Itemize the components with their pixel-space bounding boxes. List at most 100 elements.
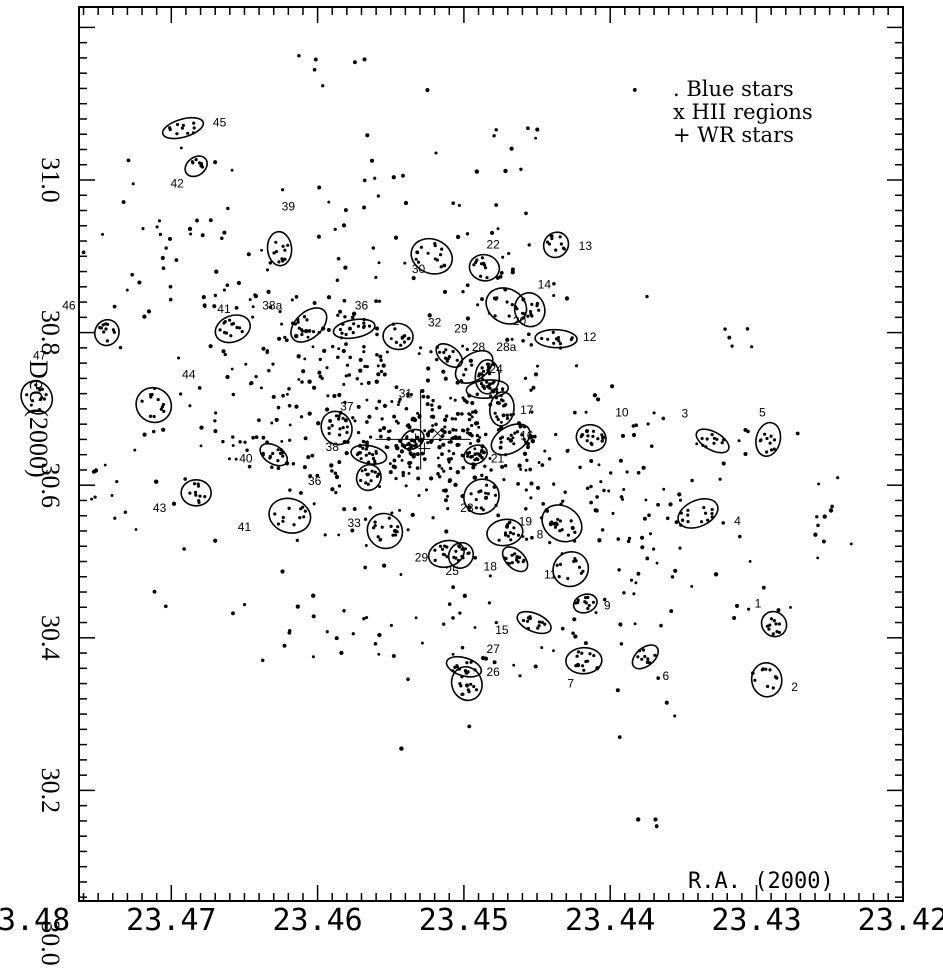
blue-star <box>253 293 256 296</box>
region-star <box>470 492 473 495</box>
blue-star <box>247 252 251 256</box>
region-star <box>566 577 569 580</box>
region-star <box>304 510 307 513</box>
region-star <box>439 545 442 548</box>
region-star <box>438 351 441 354</box>
blue-star <box>512 664 515 667</box>
region-outline <box>498 542 532 576</box>
region-star <box>411 444 414 447</box>
blue-star <box>735 604 739 608</box>
region-star <box>540 337 543 340</box>
region-star <box>700 520 703 523</box>
blue-star <box>188 227 192 231</box>
region-star <box>491 382 494 385</box>
blue-star <box>362 57 366 61</box>
region-star <box>481 378 484 381</box>
blue-star <box>378 355 382 359</box>
region-label: 19 <box>519 515 533 529</box>
blue-star <box>287 507 290 510</box>
blue-star <box>141 227 144 230</box>
blue-star <box>620 642 623 645</box>
blue-star <box>541 463 545 467</box>
blue-star <box>460 412 464 416</box>
blue-star <box>451 417 454 420</box>
blue-star <box>426 402 430 406</box>
blue-star <box>296 539 299 542</box>
blue-star <box>470 424 473 427</box>
region-star <box>580 433 583 436</box>
blue-star <box>366 365 369 368</box>
region-star <box>283 249 286 252</box>
region-star <box>292 523 295 526</box>
blue-star <box>397 403 400 406</box>
blue-star <box>314 58 318 62</box>
blue-star <box>489 468 493 472</box>
legend-entry-wr-stars: + WR stars <box>673 123 794 147</box>
blue-star <box>283 644 287 648</box>
blue-star <box>529 389 532 392</box>
blue-star <box>405 484 408 487</box>
blue-star <box>602 489 605 492</box>
blue-star <box>297 54 301 58</box>
blue-star <box>747 608 750 611</box>
region-star <box>772 632 775 635</box>
y-tick-label: 30.8 <box>36 310 65 356</box>
blue-star <box>523 452 527 456</box>
blue-star <box>383 404 387 408</box>
blue-star <box>511 268 515 272</box>
region-star <box>543 623 546 626</box>
y-tick-label: 30.0 <box>36 920 65 966</box>
blue-star <box>188 404 191 407</box>
blue-star <box>633 88 637 92</box>
blue-star <box>304 329 308 333</box>
blue-star <box>132 182 135 185</box>
blue-star <box>449 467 452 470</box>
region-star <box>458 682 461 685</box>
blue-star <box>281 394 285 398</box>
blue-star <box>337 393 341 397</box>
region-label: 29 <box>415 551 429 565</box>
region-star <box>445 545 448 548</box>
blue-star <box>746 327 749 330</box>
blue-star <box>312 614 316 618</box>
blue-star <box>426 366 430 370</box>
region-star <box>396 525 399 528</box>
region-star <box>375 452 378 455</box>
blue-star <box>474 476 478 480</box>
region-star <box>427 252 430 255</box>
blue-star <box>370 159 374 163</box>
blue-star <box>168 237 172 241</box>
blue-star <box>115 480 118 483</box>
blue-star <box>573 634 577 638</box>
blue-star <box>490 231 494 235</box>
blue-star <box>585 411 588 414</box>
blue-star <box>317 235 321 239</box>
blue-star <box>494 203 498 207</box>
blue-star <box>500 465 504 469</box>
blue-star <box>300 380 304 384</box>
blue-star <box>659 624 663 628</box>
blue-star <box>313 68 317 72</box>
blue-star <box>380 370 383 373</box>
region-star <box>512 532 515 535</box>
blue-star <box>426 378 430 382</box>
blue-star <box>476 392 480 396</box>
blue-star <box>291 298 294 301</box>
blue-star <box>532 386 536 390</box>
region-star <box>475 457 478 460</box>
region-star <box>194 491 197 494</box>
blue-star <box>377 364 380 367</box>
region-label: 28 <box>472 340 486 354</box>
region-star <box>280 257 283 260</box>
blue-star <box>378 538 382 542</box>
blue-star <box>335 475 339 479</box>
blue-star <box>599 480 602 483</box>
blue-star <box>353 60 357 64</box>
blue-star <box>378 300 381 303</box>
blue-star <box>375 353 379 357</box>
region-star <box>768 668 771 671</box>
blue-star <box>202 295 206 299</box>
blue-star <box>636 572 640 576</box>
blue-star <box>617 537 621 541</box>
blue-star <box>452 653 455 656</box>
